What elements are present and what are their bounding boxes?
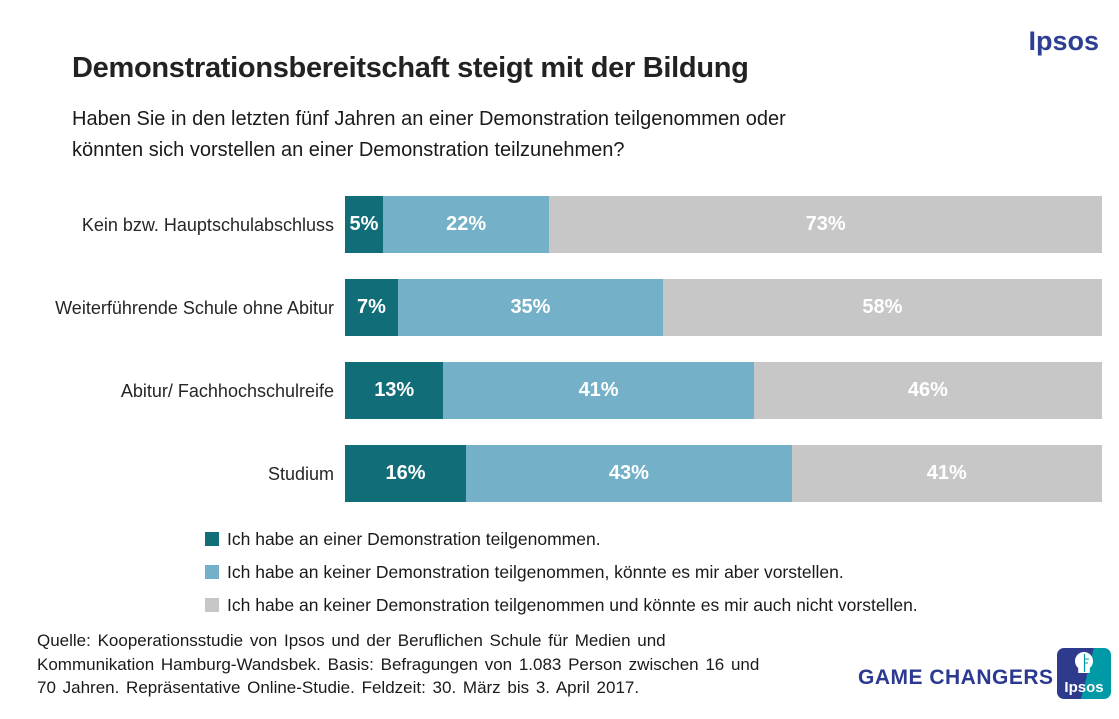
chart-legend: Ich habe an einer Demonstration teilgeno…	[205, 527, 918, 626]
legend-swatch-icon	[205, 565, 219, 579]
stacked-bar: 5% 22% 73%	[345, 196, 1102, 253]
page-title: Demonstrationsbereitschaft steigt mit de…	[72, 52, 749, 84]
segment-value-label: 5%	[349, 213, 379, 235]
segment-value-label: 58%	[862, 296, 903, 318]
bar-segment: 13%	[345, 362, 444, 419]
head-silhouette-icon	[1073, 651, 1095, 682]
stacked-bar: 7% 35% 58%	[345, 279, 1102, 336]
bar-segment: 41%	[443, 362, 754, 419]
category-label: Abitur/ Fachhochschulreife	[120, 380, 334, 401]
category-label: Studium	[267, 463, 334, 484]
segment-value-label: 7%	[357, 296, 386, 318]
legend-label: Ich habe an keiner Demonstration teilgen…	[227, 594, 918, 615]
bar-segment: 5%	[345, 196, 383, 253]
legend-swatch-icon	[205, 598, 219, 612]
ipsos-logo-text: Ipsos	[1064, 679, 1104, 696]
ipsos-wordmark: Ipsos	[1028, 26, 1099, 56]
text-line: Quelle: Kooperationsstudie von Ipsos und…	[37, 631, 666, 650]
segment-value-label: 41%	[578, 379, 619, 401]
segment-value-label: 35%	[510, 296, 551, 318]
segment-value-label: 22%	[446, 213, 487, 235]
bar-segment: 41%	[791, 445, 1102, 502]
segment-value-label: 16%	[385, 462, 426, 484]
text-line: 70 Jahren. Repräsentative Online-Studie.…	[37, 678, 640, 697]
category-label: Kein bzw. Hauptschulabschluss	[81, 214, 334, 235]
bar-segment: 22%	[382, 196, 550, 253]
stacked-bar-chart: Kein bzw. Hauptschulabschluss 5% 22% 73% Wei…	[0, 196, 1102, 528]
legend-item: Ich habe an einer Demonstration teilgeno…	[205, 527, 918, 551]
game-changers-tagline: GAME CHANGERS	[858, 666, 1054, 689]
bar-segment: 35%	[397, 279, 663, 336]
chart-row: Abitur/ Fachhochschulreife 13% 41% 46%	[0, 362, 1102, 419]
segment-value-label: 41%	[926, 462, 967, 484]
bar-segment: 43%	[466, 445, 792, 502]
bar-segment: 73%	[549, 196, 1102, 253]
chart-row: Kein bzw. Hauptschulabschluss 5% 22% 73%	[0, 196, 1102, 253]
segment-value-label: 13%	[374, 379, 415, 401]
bar-segment: 16%	[345, 445, 467, 502]
legend-label: Ich habe an keiner Demonstration teilgen…	[227, 561, 844, 582]
chart-rows: Kein bzw. Hauptschulabschluss 5% 22% 73% Wei…	[0, 196, 1102, 502]
segment-value-label: 46%	[907, 379, 948, 401]
survey-question: Haben Sie in den letzten fünf Jahren an …	[72, 104, 786, 166]
stacked-bar: 13% 41% 46%	[345, 362, 1102, 419]
segment-value-label: 43%	[608, 462, 649, 484]
text-line: Haben Sie in den letzten fünf Jahren an …	[72, 108, 786, 130]
bar-segment: 58%	[662, 279, 1102, 336]
segment-value-label: 73%	[805, 213, 846, 235]
source-note: Quelle: Kooperationsstudie von Ipsos und…	[37, 629, 759, 700]
text-line: Kommunikation Hamburg-Wandsbek. Basis: B…	[37, 654, 760, 674]
ipsos-logo: Ipsos	[1057, 648, 1111, 699]
legend-item: Ich habe an keiner Demonstration teilgen…	[205, 560, 918, 584]
chart-row: Studium 16% 43% 41%	[0, 445, 1102, 502]
legend-item: Ich habe an keiner Demonstration teilgen…	[205, 593, 918, 617]
legend-swatch-icon	[205, 532, 219, 546]
bar-segment: 7%	[345, 279, 398, 336]
chart-row: Weiterführende Schule ohne Abitur 7% 35% 58…	[0, 279, 1102, 336]
legend-label: Ich habe an einer Demonstration teilgeno…	[227, 528, 601, 549]
text-line: könnten sich vorstellen an einer Demonst…	[72, 139, 625, 161]
bar-segment: 46%	[753, 362, 1102, 419]
stacked-bar: 16% 43% 41%	[345, 445, 1102, 502]
category-label: Weiterführende Schule ohne Abitur	[55, 297, 334, 318]
